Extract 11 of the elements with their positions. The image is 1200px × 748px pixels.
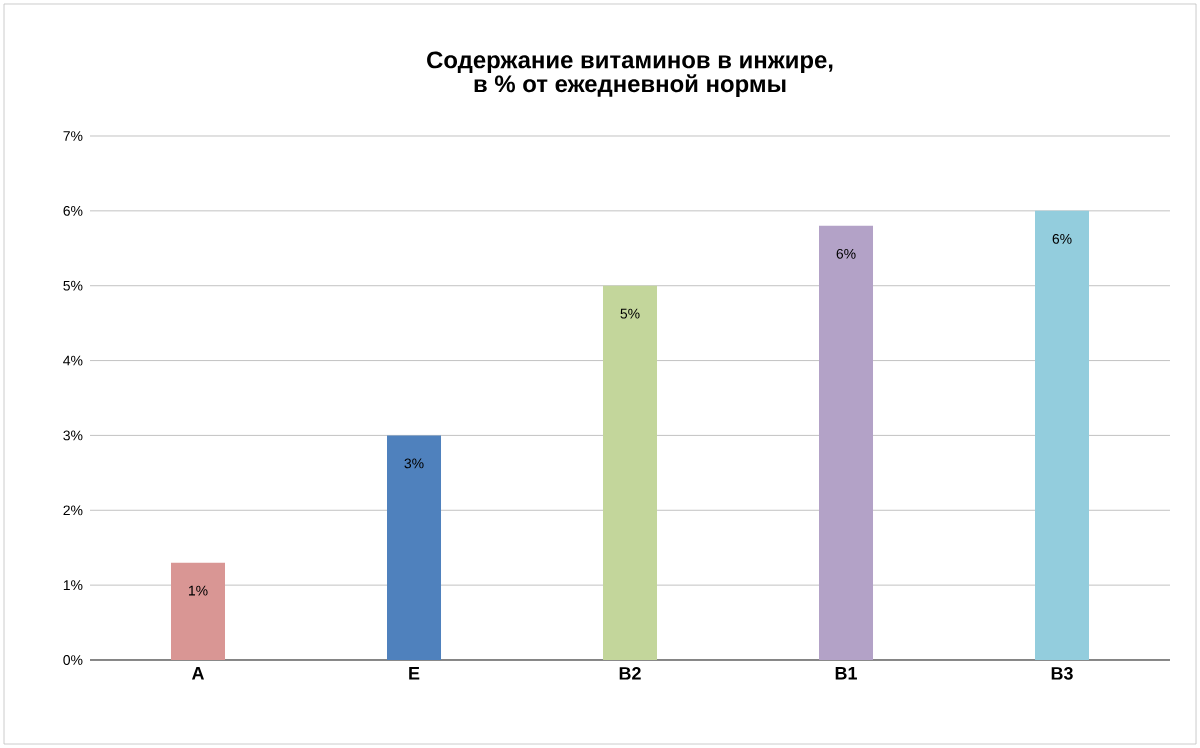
- x-tick-label: E: [409, 667, 420, 680]
- x-tick-label: B1: [835, 667, 857, 680]
- bar: [387, 435, 442, 660]
- bar: [819, 225, 874, 660]
- bar: [603, 285, 658, 660]
- bar: [1035, 210, 1090, 660]
- x-tick-label: B2: [619, 667, 641, 680]
- x-tick-label: A: [191, 667, 204, 680]
- chart-title: Содержание витаминов в инжире, в % от ежедневной нормы: [427, 51, 833, 98]
- x-tick-label: B3: [1051, 667, 1073, 680]
- bar: [171, 562, 225, 660]
